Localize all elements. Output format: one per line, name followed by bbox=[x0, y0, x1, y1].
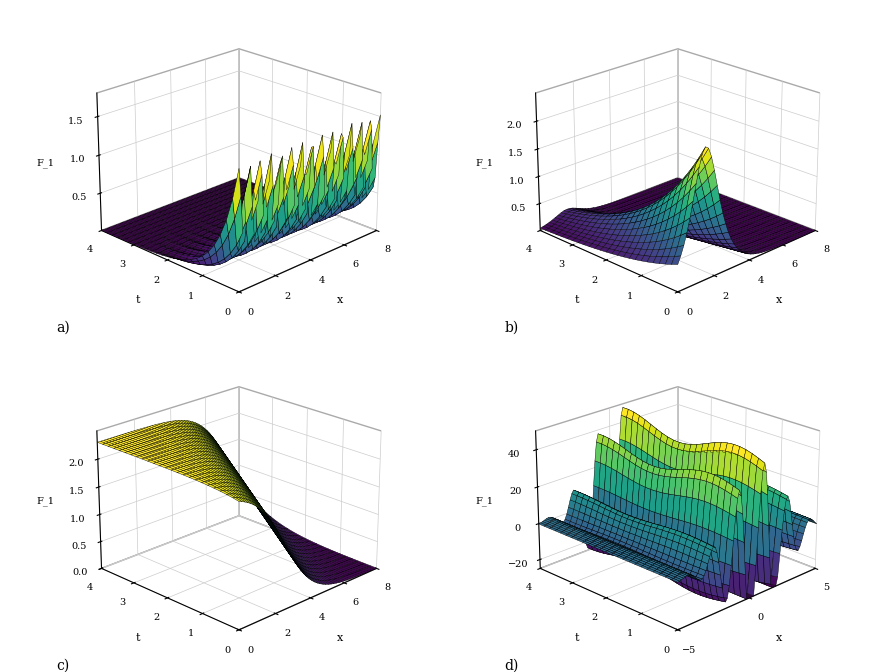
Text: d): d) bbox=[505, 659, 519, 672]
Text: b): b) bbox=[505, 321, 519, 335]
X-axis label: x: x bbox=[775, 633, 781, 643]
Y-axis label: t: t bbox=[574, 295, 579, 305]
X-axis label: x: x bbox=[337, 295, 343, 305]
Y-axis label: t: t bbox=[136, 295, 140, 305]
X-axis label: x: x bbox=[337, 633, 343, 643]
Y-axis label: t: t bbox=[574, 633, 579, 643]
Text: a): a) bbox=[56, 321, 71, 335]
X-axis label: x: x bbox=[775, 295, 781, 305]
Y-axis label: t: t bbox=[136, 633, 140, 643]
Text: c): c) bbox=[56, 659, 70, 672]
